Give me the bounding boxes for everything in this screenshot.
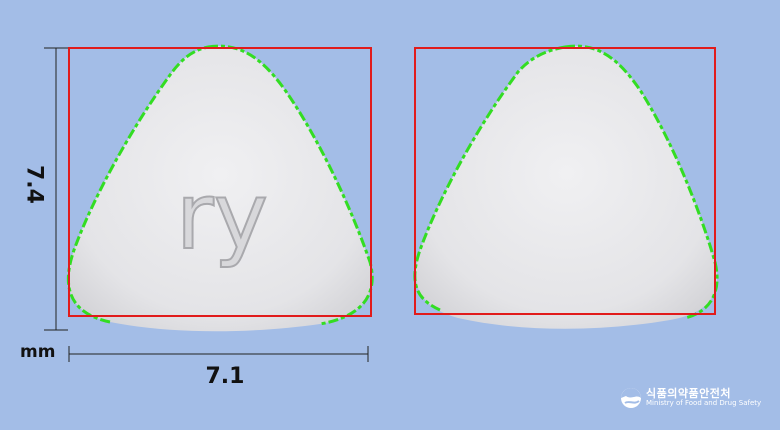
width-value: 7.1 xyxy=(205,364,245,389)
tablet-front: ry xyxy=(66,44,374,332)
tablet-back-shape xyxy=(415,46,718,329)
logo-text: 식품의약품안전처 Ministry of Food and Drug Safet… xyxy=(646,388,761,407)
logo-name-english: Ministry of Food and Drug Safety xyxy=(646,398,762,407)
logo-name-korean: 식품의약품안전처 xyxy=(646,387,731,400)
height-dimension-line xyxy=(44,47,68,331)
mfds-emblem-icon xyxy=(621,388,641,408)
tablet-back xyxy=(413,44,719,329)
tablet-front-shape xyxy=(68,46,373,332)
tablet-front-outline xyxy=(66,44,374,326)
tablet-front-bounding-box xyxy=(68,47,372,317)
unit-label: mm xyxy=(20,342,56,362)
tablet-front-imprint: ry xyxy=(176,163,268,270)
tablet-back-outline xyxy=(413,44,719,320)
tablet-back-bounding-box xyxy=(414,47,716,315)
width-dimension-line xyxy=(68,346,369,362)
mfds-logo: 식품의약품안전처 Ministry of Food and Drug Safet… xyxy=(646,388,761,407)
height-value: 7.4 xyxy=(21,165,47,204)
